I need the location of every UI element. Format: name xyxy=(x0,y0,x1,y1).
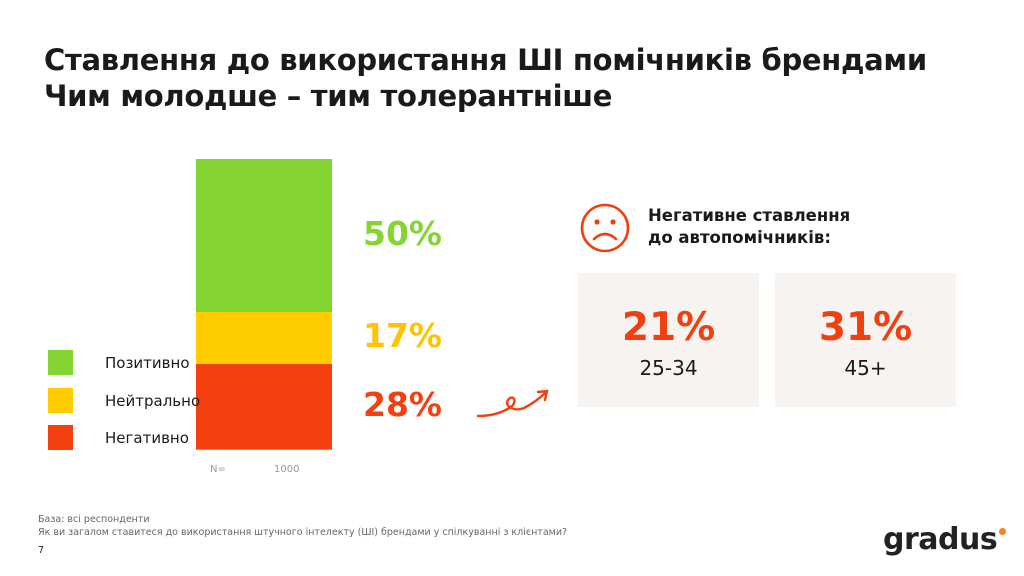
bar-segment-1 xyxy=(196,159,332,312)
legend-swatch xyxy=(48,350,73,375)
negative-title-line-2: до автопомічників: xyxy=(648,228,831,247)
curly-arrow-icon xyxy=(476,389,549,418)
footer-question: Як ви загалом ставитеся до використання … xyxy=(38,527,568,538)
gradus-logo: gradus xyxy=(883,522,1007,557)
title-line-1: Ставлення до використання ШІ помічників … xyxy=(44,43,927,77)
title-line-2: Чим молодше – тим толерантніше xyxy=(44,79,613,113)
negative-attitude-title: Негативне ставлення до автопомічників: xyxy=(648,205,850,249)
bar-segment-3 xyxy=(196,364,332,450)
legend-item: Нейтрально xyxy=(48,388,200,413)
stat-value: 21% xyxy=(621,305,716,350)
negative-title-line-1: Негативне ставлення xyxy=(648,206,851,225)
legend-item: Позитивно xyxy=(48,350,190,375)
data-label: 17% xyxy=(363,316,442,355)
page-number: 7 xyxy=(38,545,45,556)
data-label: 28% xyxy=(363,384,442,424)
legend-label: Позитивно xyxy=(105,353,190,372)
stat-value: 31% xyxy=(818,305,913,350)
stat-card-45-plus: 31% 45+ xyxy=(775,273,956,407)
legend-item: Негативно xyxy=(48,425,189,450)
n-label: N= xyxy=(210,464,226,475)
stat-card-25-34: 21% 25-34 xyxy=(578,273,759,407)
logo-dot xyxy=(999,528,1007,535)
legend-swatch xyxy=(48,425,73,450)
data-label: 50% xyxy=(363,213,442,253)
page-title: Ставлення до використання ШІ помічників … xyxy=(44,42,927,114)
bar-segment-2 xyxy=(196,312,332,365)
sad-face-icon xyxy=(580,203,630,253)
stat-age-group: 25-34 xyxy=(639,356,698,380)
legend-label: Нейтрально xyxy=(105,391,201,410)
n-value: 1000 xyxy=(274,464,300,475)
stat-age-group: 45+ xyxy=(844,356,887,380)
legend-label: Негативно xyxy=(105,428,189,447)
legend-swatch xyxy=(48,388,73,413)
footer-base: База: всі респонденти xyxy=(38,514,150,525)
